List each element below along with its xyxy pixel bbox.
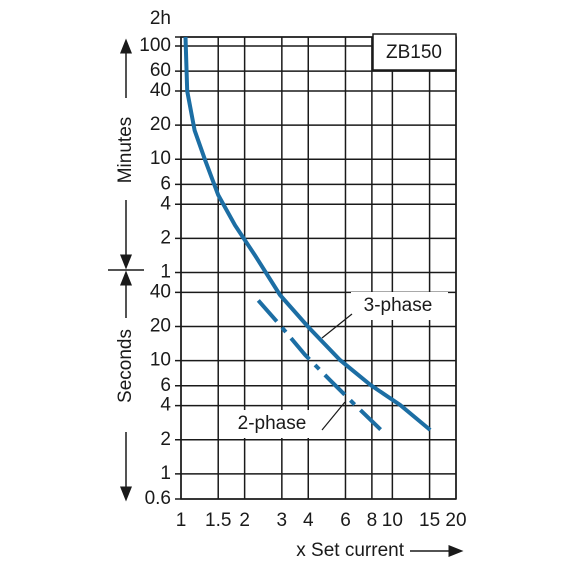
y-tick-label: 1 <box>160 261 171 282</box>
plot-frame <box>180 36 457 500</box>
series-line <box>256 299 385 434</box>
x-tick-label: 2 <box>239 510 250 531</box>
y-tick-label: 4 <box>160 193 171 214</box>
y-tick-label: 2 <box>160 429 171 450</box>
y-tick-label: 10 <box>150 350 171 371</box>
x-axis-label: x Set current <box>296 540 404 561</box>
y-tick-label: 40 <box>150 281 171 302</box>
x-tick-label: 1.5 <box>205 510 231 531</box>
y-axis-label: Minutes <box>115 117 136 184</box>
x-tick-label: 6 <box>340 510 351 531</box>
x-tick-label: 3 <box>277 510 288 531</box>
series-label: 3-phase <box>364 295 433 316</box>
y-tick-label: 6 <box>160 173 171 194</box>
y-tick-label: 40 <box>150 80 171 101</box>
y-tick-label: 100 <box>139 35 171 56</box>
x-tick-label: 20 <box>445 510 466 531</box>
label-bg <box>351 292 448 320</box>
leader-line <box>321 401 346 431</box>
y-tick-label: 60 <box>150 60 171 81</box>
series-label: 2-phase <box>238 413 307 434</box>
y-tick-label: 6 <box>160 375 171 396</box>
x-tick-label: 1 <box>176 510 187 531</box>
annotation: ZB150 <box>386 42 442 63</box>
y-tick-label: 1 <box>160 463 171 484</box>
y-tick-label: 20 <box>150 114 171 135</box>
y-axis-label: Seconds <box>115 329 136 403</box>
x-tick-label: 15 <box>419 510 440 531</box>
label-bg <box>226 410 318 438</box>
y-tick-label: 20 <box>150 316 171 337</box>
series-line <box>183 36 432 432</box>
y-tick-label: 2 <box>160 227 171 248</box>
x-tick-label: 4 <box>303 510 314 531</box>
annotation-box <box>372 33 457 71</box>
y-tick-label: 0.6 <box>145 488 171 509</box>
y-tick-label: 2h <box>150 8 171 29</box>
x-tick-label: 8 <box>367 510 378 531</box>
y-tick-label: 10 <box>150 148 171 169</box>
x-tick-label: 10 <box>382 510 403 531</box>
y-tick-label: 4 <box>160 395 171 416</box>
leader-line <box>321 313 353 339</box>
